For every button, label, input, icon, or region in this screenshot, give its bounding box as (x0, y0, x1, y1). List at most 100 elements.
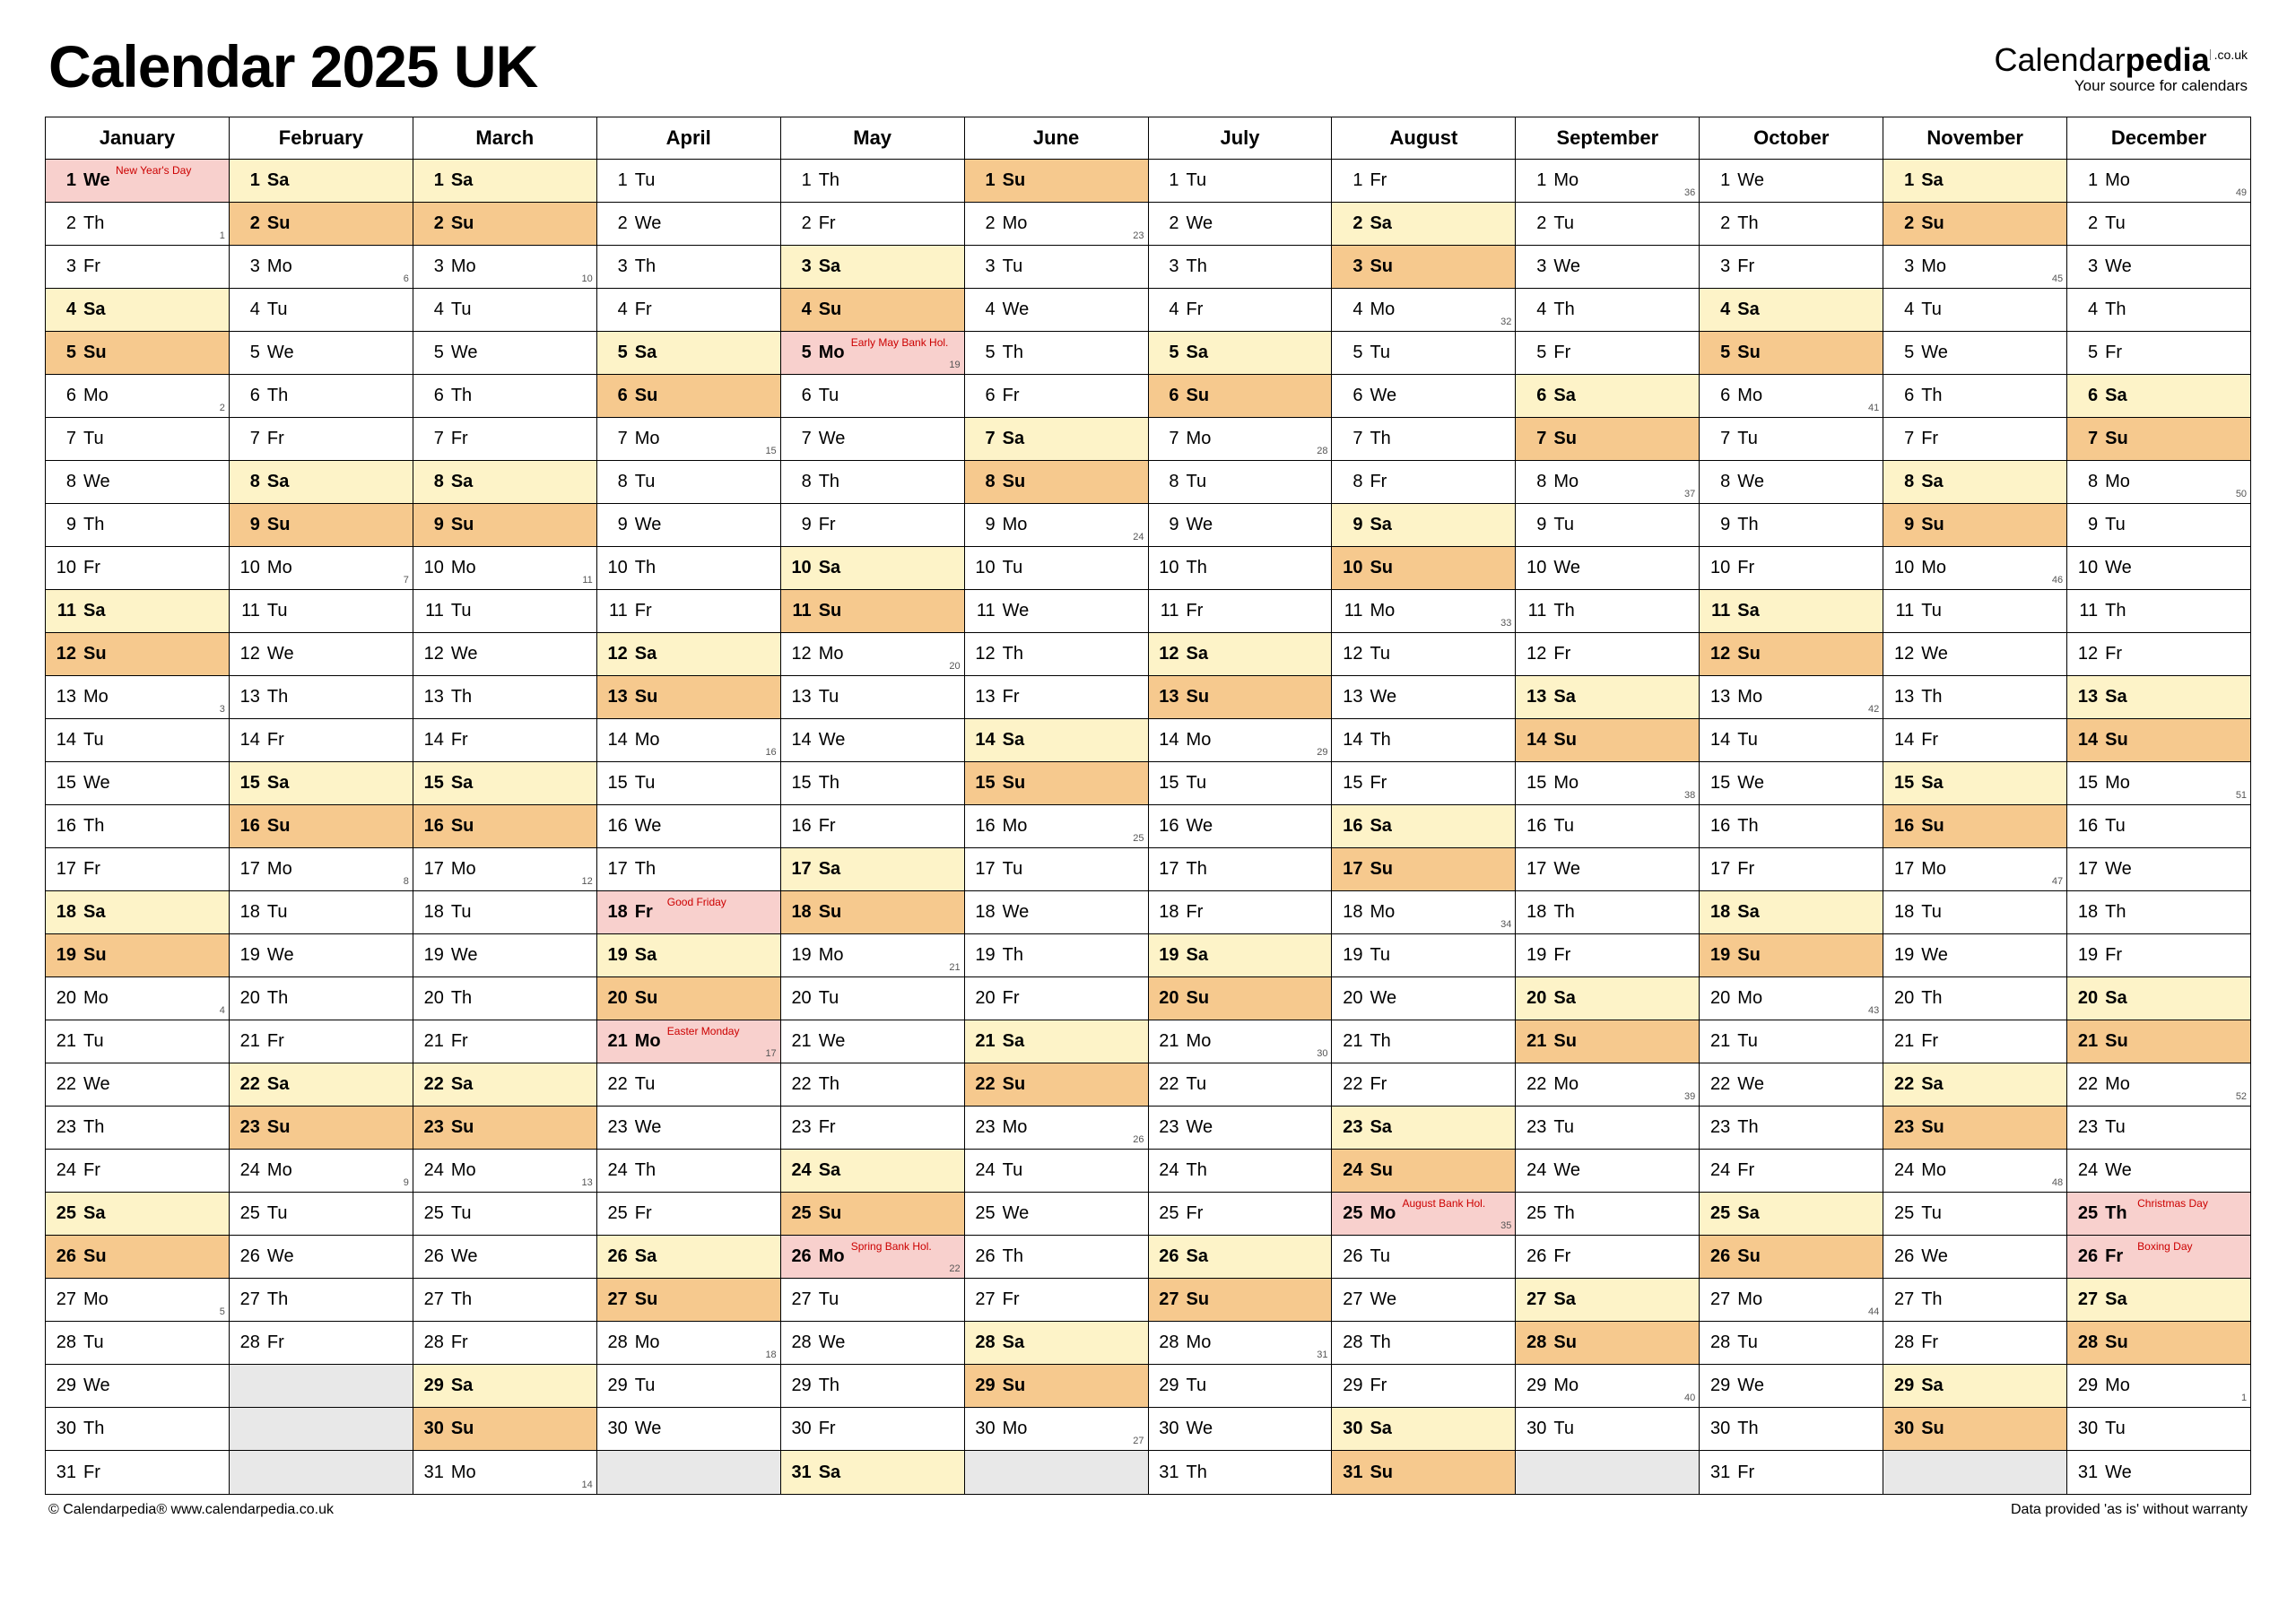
day-weekday: Su (635, 988, 665, 1009)
day-weekday: We (1187, 1419, 1217, 1439)
day-cell: 21Su (2067, 1020, 2250, 1063)
day-number: 10 (2073, 558, 2098, 578)
day-number: 18 (603, 902, 628, 923)
logo-brand-a: Calendar (1995, 41, 2126, 78)
day-number: 8 (1705, 472, 1730, 492)
day-cell: 6Sa (2067, 375, 2250, 418)
day-weekday: We (1187, 213, 1217, 234)
day-cell: 21Mo30 (1149, 1020, 1332, 1063)
day-number: 25 (419, 1203, 444, 1224)
day-cell: 3We (2067, 246, 2250, 289)
day-weekday: Mo (819, 1246, 849, 1267)
day-weekday: Fr (1737, 1160, 1768, 1181)
day-cell: 17Fr (1700, 848, 1883, 891)
day-cell: 24We (1516, 1150, 1699, 1193)
day-number: 18 (419, 902, 444, 923)
day-number: 20 (603, 988, 628, 1009)
footer: © Calendarpedia® www.calendarpedia.co.uk… (45, 1495, 2251, 1518)
day-number: 19 (419, 945, 444, 966)
day-number: 17 (419, 859, 444, 880)
day-number: 20 (1337, 988, 1362, 1009)
week-number: 36 (1684, 187, 1695, 198)
day-weekday: We (1187, 1117, 1217, 1138)
day-weekday: Mo (819, 644, 849, 664)
day-cell: 19Sa (1149, 934, 1332, 977)
day-number: 3 (1154, 256, 1179, 277)
month-header: October (1700, 117, 1883, 160)
day-cell: 24Mo48 (1883, 1150, 2066, 1193)
day-weekday: Sa (1187, 1246, 1217, 1267)
day-cell: 1Tu (1149, 160, 1332, 203)
day-number: 9 (419, 515, 444, 535)
week-number: 48 (2052, 1177, 2063, 1188)
day-number: 8 (603, 472, 628, 492)
day-weekday: Th (267, 687, 298, 707)
day-weekday: Mo (1187, 1332, 1217, 1353)
day-cell: 30Tu (2067, 1408, 2250, 1451)
day-cell: 6Th (230, 375, 413, 418)
day-number: 24 (1889, 1160, 1914, 1181)
day-weekday: Mo (1003, 213, 1033, 234)
day-weekday: We (1370, 988, 1400, 1009)
day-cell: 2Tu (2067, 203, 2250, 246)
day-cell: 13Mo42 (1700, 676, 1883, 719)
day-cell: 2We (597, 203, 780, 246)
day-cell: 5Su (1700, 332, 1883, 375)
day-weekday: Mo (1737, 1289, 1768, 1310)
holiday-label: Spring Bank Hol. (851, 1241, 932, 1252)
day-cell: 14Fr (1883, 719, 2066, 762)
day-cell: 13We (1332, 676, 1515, 719)
week-number: 6 (404, 273, 409, 284)
day-weekday: We (2105, 1462, 2135, 1483)
day-cell: 5Su (46, 332, 229, 375)
day-weekday: Sa (267, 170, 298, 191)
day-cell: 23Su (1883, 1107, 2066, 1150)
day-number: 14 (1337, 730, 1362, 751)
day-number: 22 (1337, 1074, 1362, 1095)
day-number: 8 (235, 472, 260, 492)
day-weekday: Fr (1370, 472, 1400, 492)
day-cell: 2Fr (781, 203, 964, 246)
day-number: 31 (2073, 1462, 2098, 1483)
day-number: 13 (235, 687, 260, 707)
day-number: 21 (51, 1031, 76, 1052)
day-number: 8 (419, 472, 444, 492)
day-number: 1 (970, 170, 996, 191)
day-weekday: Th (819, 1074, 849, 1095)
day-weekday: Fr (1737, 859, 1768, 880)
day-weekday: Mo (451, 1160, 482, 1181)
day-number: 9 (51, 515, 76, 535)
week-number: 32 (1500, 317, 1511, 327)
day-cell: 11Sa (46, 590, 229, 633)
day-cell: 10Fr (1700, 547, 1883, 590)
day-number: 16 (1154, 816, 1179, 837)
day-cell: 15Sa (413, 762, 596, 805)
day-number: 14 (2073, 730, 2098, 751)
month-column: March1Sa2Su3Mo104Tu5We6Th7Fr8Sa9Su10Mo11… (413, 117, 597, 1494)
day-weekday: Mo (451, 558, 482, 578)
day-weekday: Th (1187, 859, 1217, 880)
day-number: 31 (51, 1462, 76, 1483)
day-cell: 23Sa (1332, 1107, 1515, 1150)
day-weekday: Mo (1370, 1203, 1400, 1224)
day-number: 24 (1521, 1160, 1546, 1181)
day-weekday: Fr (1921, 1332, 1952, 1353)
day-number: 15 (1889, 773, 1914, 794)
day-cell: 24Th (597, 1150, 780, 1193)
day-number: 21 (235, 1031, 260, 1052)
day-weekday: We (1737, 773, 1768, 794)
day-cell: 16Mo25 (965, 805, 1148, 848)
day-weekday: Tu (1187, 773, 1217, 794)
day-weekday: We (83, 170, 114, 191)
day-cell: 17Tu (965, 848, 1148, 891)
day-cell: 10Th (597, 547, 780, 590)
day-number: 23 (970, 1117, 996, 1138)
day-cell: 30We (597, 1408, 780, 1451)
day-cell: 5We (413, 332, 596, 375)
day-number: 28 (970, 1332, 996, 1353)
day-weekday: Th (1370, 429, 1400, 449)
day-cell: 21Tu (46, 1020, 229, 1063)
day-weekday: Fr (1003, 386, 1033, 406)
day-number: 18 (1889, 902, 1914, 923)
day-cell: 14We (781, 719, 964, 762)
